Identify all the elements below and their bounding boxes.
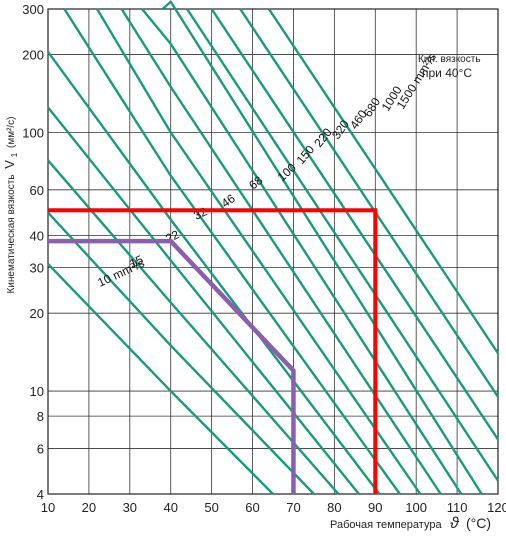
y-tick-label: 200: [22, 48, 44, 63]
series-line-13: [267, 8, 499, 354]
series-line-4: [47, 51, 381, 495]
y-tick-label: 8: [37, 409, 44, 424]
x-tick-label: 40: [163, 500, 177, 515]
annotations: [48, 208, 378, 494]
y-tick-label: 100: [22, 125, 44, 140]
series-line-0: [47, 263, 274, 495]
y-axis-unit: (мм²/с): [6, 116, 17, 148]
series-label-1: 15: [127, 252, 145, 270]
series-line-5: [63, 8, 401, 495]
viscosity-curves: [47, 0, 500, 495]
x-tick-label: 10: [41, 500, 55, 515]
x-tick-label: 110: [447, 500, 468, 515]
purple-reference-path: [48, 238, 296, 494]
y-tick-label: 60: [30, 183, 44, 198]
y-tick-label: 4: [37, 487, 44, 502]
y-tick-label: 30: [30, 261, 44, 276]
x-tick-label: 20: [82, 500, 96, 515]
x-tick-label: 90: [368, 500, 382, 515]
series-label-6: 100: [275, 160, 299, 184]
y-tick-label: 300: [22, 2, 44, 17]
series-line-3: [47, 106, 360, 495]
x-tick-labels: 10 20 30 40 50 60 70 80 90 100 110 120: [41, 500, 506, 515]
y-axis-subscript: 1: [10, 152, 19, 157]
x-tick-label: 70: [286, 500, 300, 515]
x-axis-unit: (°C): [466, 515, 491, 531]
y-tick-label: 6: [37, 441, 44, 456]
x-tick-label: 100: [405, 500, 427, 515]
red-reference-path: [48, 208, 378, 494]
y-axis-label-group: Кинематическая вязкость V 1 (мм²/с): [2, 116, 20, 293]
y-tick-label: 10: [30, 384, 44, 399]
y-axis-symbol: V: [2, 160, 17, 169]
series-line-7: [120, 8, 442, 495]
series-line-8: [141, 8, 463, 495]
series-line-6: [96, 8, 422, 495]
series-line-9: [161, 0, 483, 495]
x-tick-label: 50: [204, 500, 218, 515]
x-tick-label: 60: [245, 500, 259, 515]
series-line-12: [239, 8, 499, 398]
y-tick-label: 40: [30, 228, 44, 243]
series-line-11: [210, 8, 499, 441]
svg-text:Кинематическая вязкость: Кинематическая вязкость V 1 (мм²/с): [2, 116, 20, 293]
x-tick-label: 80: [327, 500, 341, 515]
x-axis-symbol: ϑ: [450, 515, 460, 532]
legend-title-line2: при 40°C: [422, 66, 472, 80]
series-line-10: [186, 8, 500, 482]
y-axis-label: Кинематическая вязкость: [6, 174, 17, 293]
series-line-1: [47, 211, 315, 495]
x-tick-label: 30: [123, 500, 137, 515]
y-tick-labels: 4 6 8 10 20 30 40 60 100 200 300: [22, 2, 44, 502]
series-line-2: [47, 159, 340, 495]
x-axis-label: Рабочая температура: [330, 519, 442, 531]
y-tick-label: 20: [30, 306, 44, 321]
x-tick-label: 120: [487, 500, 506, 515]
legend-title-line1: Кин. вязкость: [418, 54, 481, 65]
